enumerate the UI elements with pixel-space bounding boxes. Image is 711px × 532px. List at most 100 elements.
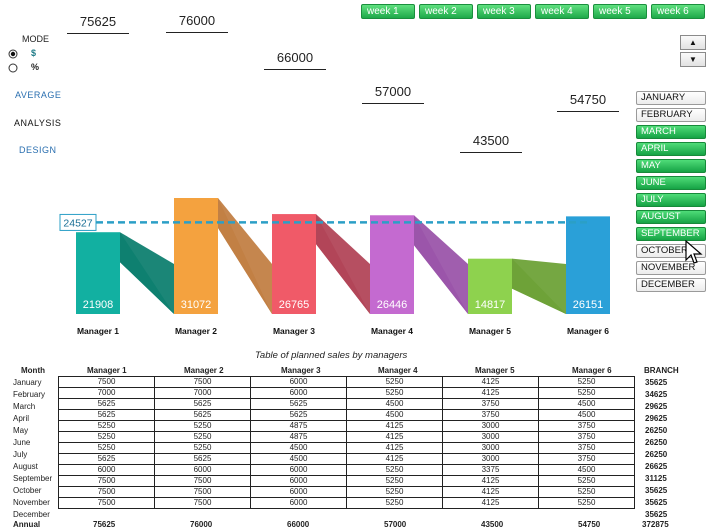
category-label-3: Manager 3 [273,326,315,336]
table-cell: 7500 [58,376,155,388]
table-cell: 4125 [442,497,539,509]
table-header-manager-1: Manager 1 [87,366,127,375]
month-may-button[interactable]: MAY [636,159,706,173]
bar-2 [174,198,218,314]
top-value-manager-6: 54750 [557,92,619,112]
table-cell: 4125 [346,431,443,443]
step-down-button[interactable]: ▼ [680,52,706,67]
table-row: 7500 7500 6000 5250 4125 5250 [58,486,635,498]
month-name: May [13,426,29,435]
table-row: 7000 7000 6000 5250 4125 5250 [58,387,635,399]
radio-empty-icon [8,63,18,73]
branch-total: 35625 [645,510,668,519]
month-august-button[interactable]: AUGUST [636,210,706,224]
month-january-button[interactable]: JANUARY [636,91,706,105]
table-cell: 5250 [346,497,443,509]
month-name: April [13,414,30,423]
month-february-button[interactable]: FEBRUARY [636,108,706,122]
branch-total: 26625 [645,462,668,471]
analysis-link[interactable]: ANALYSIS [14,118,62,128]
table-cell: 6000 [250,475,347,487]
mode-option-percent[interactable]: % [8,62,68,74]
connector-ribbon-band [316,214,370,314]
table-header-manager-3: Manager 3 [281,366,321,375]
table-cell: 6000 [250,464,347,476]
month-column-header: Month [21,366,45,375]
planned-sales-table: 7500 7500 6000 5250 4125 5250 7000 7000 6000 5250… [58,376,635,509]
table-row: 5250 5250 4500 4125 3000 3750 [58,442,635,454]
category-label-2: Manager 2 [175,326,217,336]
table-title: Table of planned sales by managers [255,350,408,361]
table-cell: 4125 [346,453,443,465]
month-june-button[interactable]: JUNE [636,176,706,190]
scroll-stepper: ▲ ▼ [680,35,708,69]
table-cell: 4500 [346,409,443,421]
table-cell: 5250 [346,486,443,498]
annual-manager-2: 76000 [190,520,213,529]
category-label-1: Manager 1 [77,326,119,336]
bar-5 [468,258,512,314]
radio-selected-icon [8,49,18,59]
step-up-button[interactable]: ▲ [680,35,706,50]
table-cell: 5250 [346,387,443,399]
table-cell: 5250 [58,431,155,443]
average-value-label: 24527 [63,217,92,229]
week-selector: week 1 week 2 week 3 week 4 week 5 week … [361,4,709,20]
bar-value-label-1: 21908 [83,299,114,311]
bar-value-label-2: 31072 [181,299,212,311]
mode-option-dollar[interactable]: $ [8,48,68,60]
table-cell: 5250 [154,431,251,443]
table-cell: 5625 [58,398,155,410]
mode-dollar-label: $ [31,48,37,58]
table-cell: 7500 [58,486,155,498]
month-name: July [13,450,28,459]
table-cell: 5250 [538,497,635,509]
week-3-button[interactable]: week 3 [477,4,531,19]
table-cell: 3750 [442,398,539,410]
month-november-button[interactable]: NOVEMBER [636,261,706,275]
table-cell: 5625 [250,409,347,421]
branch-total: 31125 [645,474,667,483]
annual-label: Annual [13,520,41,529]
week-1-button[interactable]: week 1 [361,4,415,19]
category-label-5: Manager 5 [469,326,511,336]
month-april-button[interactable]: APRIL [636,142,706,156]
table-cell: 3750 [538,442,635,454]
branch-total: 35625 [645,378,668,387]
table-cell: 4500 [538,464,635,476]
table-cell: 4125 [442,387,539,399]
month-name: June [13,438,31,447]
branch-total: 26250 [645,426,668,435]
table-cell: 4125 [346,442,443,454]
month-september-button[interactable]: SEPTEMBER [636,227,706,241]
week-2-button[interactable]: week 2 [419,4,473,19]
branch-totals-column: 35625 34625 29625 29625 26250 26250 26250 26625… [645,377,667,521]
mode-percent-label: % [31,62,40,72]
table-row: 5625 5625 5625 4500 3750 4500 [58,409,635,421]
table-cell: 5250 [538,376,635,388]
branch-column-header: BRANCH [644,366,679,375]
table-header-manager-5: Manager 5 [475,366,515,375]
month-march-button[interactable]: MARCH [636,125,706,139]
month-july-button[interactable]: JULY [636,193,706,207]
table-cell: 5250 [346,475,443,487]
table-cell: 7500 [154,475,251,487]
top-value-manager-3: 66000 [264,50,326,70]
table-cell: 5625 [250,398,347,410]
week-5-button[interactable]: week 5 [593,4,647,19]
table-cell: 7000 [58,387,155,399]
week-6-button[interactable]: week 6 [651,4,705,19]
bar-1 [76,232,120,314]
table-cell: 5625 [154,398,251,410]
design-link[interactable]: DESIGN [19,145,57,155]
bar-6 [566,216,610,314]
week-4-button[interactable]: week 4 [535,4,589,19]
month-december-button[interactable]: DECEMBER [636,278,706,292]
table-cell: 3750 [442,409,539,421]
table-cell: 6000 [250,497,347,509]
bar-value-label-5: 14817 [475,299,506,311]
table-cell: 4125 [442,376,539,388]
average-link[interactable]: AVERAGE [15,90,62,100]
table-cell: 4500 [538,398,635,410]
table-cell: 5625 [154,409,251,421]
